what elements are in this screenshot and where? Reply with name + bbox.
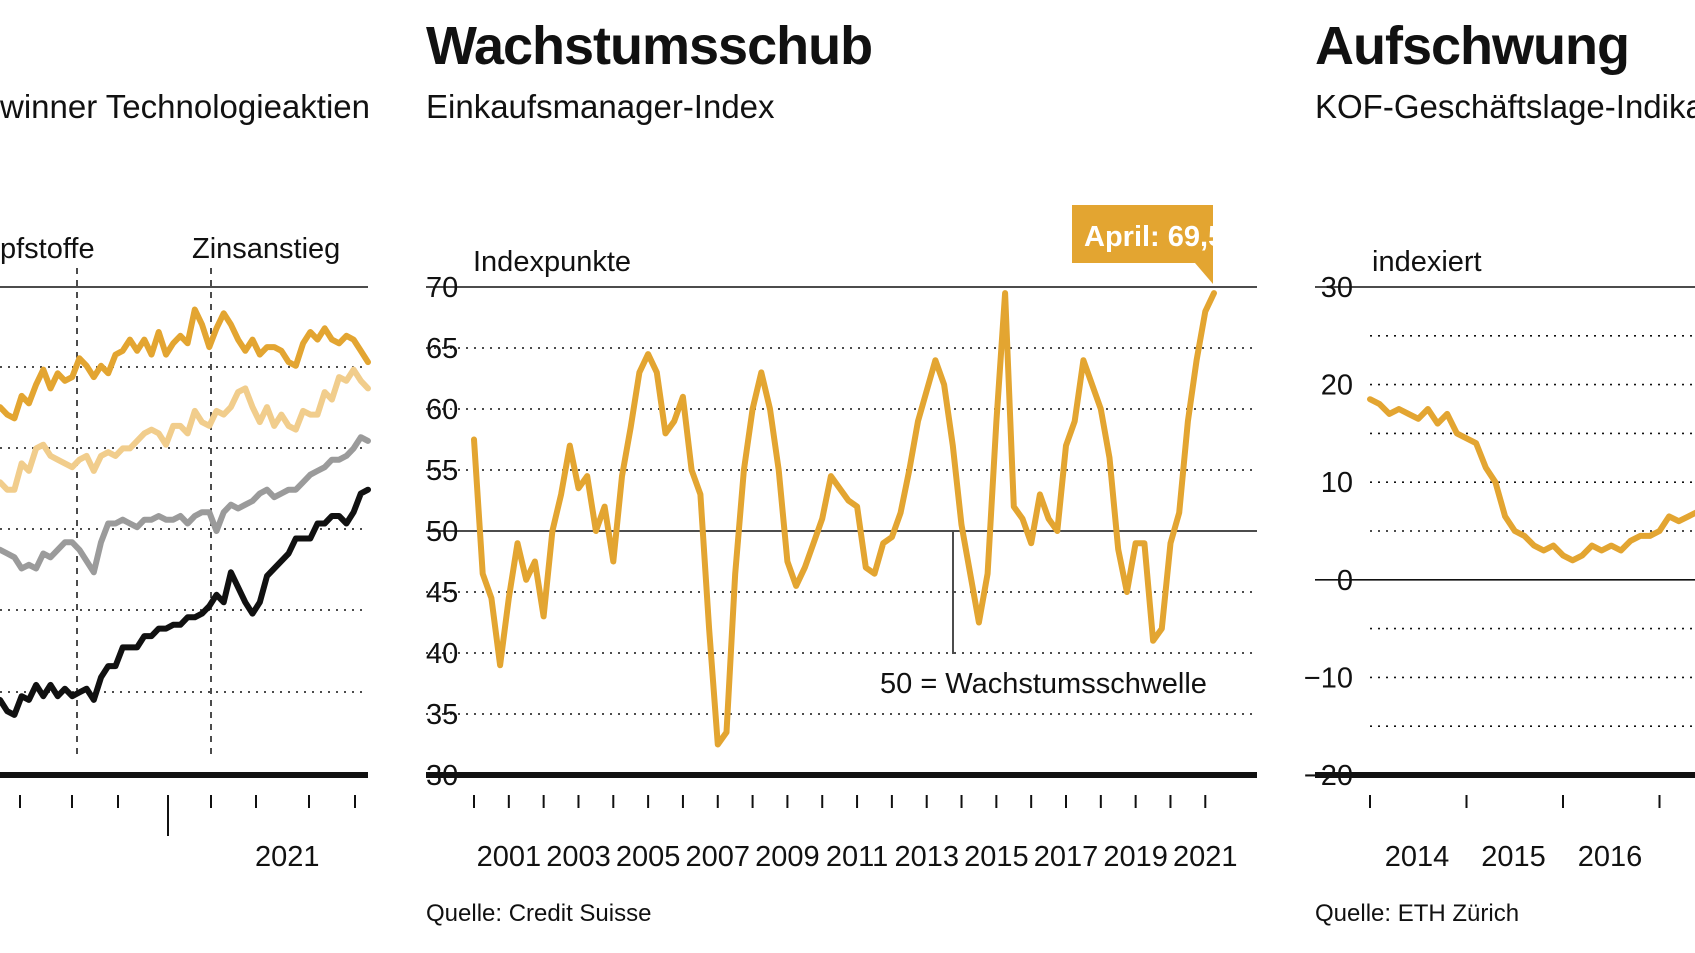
middle-y-tick-label: 55 (426, 455, 458, 487)
middle-x-tick-label: 2021 (1173, 841, 1238, 873)
middle-y-tick-label: 45 (426, 577, 458, 609)
middle-x-tick-label: 2005 (616, 841, 681, 873)
middle-x-tick-label: 2009 (755, 841, 820, 873)
right-x-tick-label: 2016 (1578, 841, 1643, 873)
middle-grid (426, 286, 1257, 715)
callout-pointer (1195, 263, 1213, 284)
left-x-label-2021: 2021 (255, 841, 320, 873)
right-series-line (1367, 396, 1695, 564)
callout-text: April: 69,5 (1084, 221, 1224, 253)
middle-chart-subtitle: Einkaufsmanager-Index (426, 88, 775, 125)
middle-x-tick-label: 2015 (964, 841, 1029, 873)
left-series-line-3 (0, 434, 371, 576)
middle-series-group (471, 290, 1217, 748)
left-series-group (0, 306, 371, 718)
right-y-tick-label: 0 (1337, 565, 1353, 597)
right-x-tick-label: 2014 (1385, 841, 1450, 873)
callout-box (1072, 205, 1213, 263)
left-series-line-2 (0, 366, 371, 493)
right-unit-label: indexiert (1372, 246, 1482, 278)
right-y-tick-label: 10 (1321, 467, 1353, 499)
right-x-axis: 2014201520162 (1369, 795, 1661, 873)
right-chart-title: Aufschwung (1315, 16, 1629, 76)
right-y-tick-label: 30 (1321, 272, 1353, 304)
right-source: Quelle: ETH Zürich (1315, 900, 1519, 927)
right-chart-subtitle: KOF-Geschäftslage-Indikat (1315, 88, 1695, 125)
right-series-group (1367, 396, 1695, 564)
right-y-tick-label: −10 (1304, 662, 1353, 694)
left-event-label-2: Zinsanstieg (192, 233, 340, 265)
middle-unit-label: Indexpunkte (473, 246, 631, 278)
middle-y-axis: 706560555045403530 (426, 272, 458, 792)
middle-callout: April: 69,5 (1072, 205, 1224, 284)
middle-x-tick-label: 2019 (1103, 841, 1168, 873)
middle-y-tick-label: 60 (426, 394, 458, 426)
left-series-line-1 (0, 306, 371, 422)
left-chart: winner Technologieaktien pfstoffe Zinsan… (0, 88, 371, 873)
middle-series-line (471, 290, 1217, 748)
middle-y-tick-label: 50 (426, 516, 458, 548)
middle-x-tick-label: 2003 (546, 841, 611, 873)
middle-x-tick-label: 2011 (826, 841, 888, 873)
middle-x-axis: 2001 2003 2005 2007 2009 2011 2013 2015 2017 2019… (473, 795, 1238, 873)
right-y-tick-label: 20 (1321, 370, 1353, 402)
right-x-tick-label: 2015 (1481, 841, 1546, 873)
middle-chart: Wachstumsschub Einkaufsmanager-Index Ind… (426, 16, 1257, 927)
middle-threshold-label: 50 = Wachstumsschwelle (880, 668, 1207, 700)
middle-x-tick-label: 2017 (1034, 841, 1099, 873)
left-x-ticks (19, 795, 356, 836)
left-event-label-1: pfstoffe (0, 233, 95, 265)
middle-source: Quelle: Credit Suisse (426, 900, 651, 927)
left-series-line-4 (0, 486, 371, 718)
middle-x-tick-label: 2001 (477, 841, 542, 873)
left-chart-subtitle: winner Technologieaktien (0, 88, 370, 125)
middle-x-tick-label: 2007 (686, 841, 751, 873)
middle-y-tick-label: 40 (426, 638, 458, 670)
middle-x-tick-label: 2013 (894, 841, 959, 873)
right-chart: Aufschwung KOF-Geschäftslage-Indikat ind… (1304, 16, 1695, 927)
middle-y-tick-label: 35 (426, 699, 458, 731)
middle-chart-title: Wachstumsschub (426, 16, 872, 76)
right-grid (1315, 286, 1695, 728)
middle-y-tick-label: 65 (426, 333, 458, 365)
middle-y-tick-label: 70 (426, 272, 458, 304)
